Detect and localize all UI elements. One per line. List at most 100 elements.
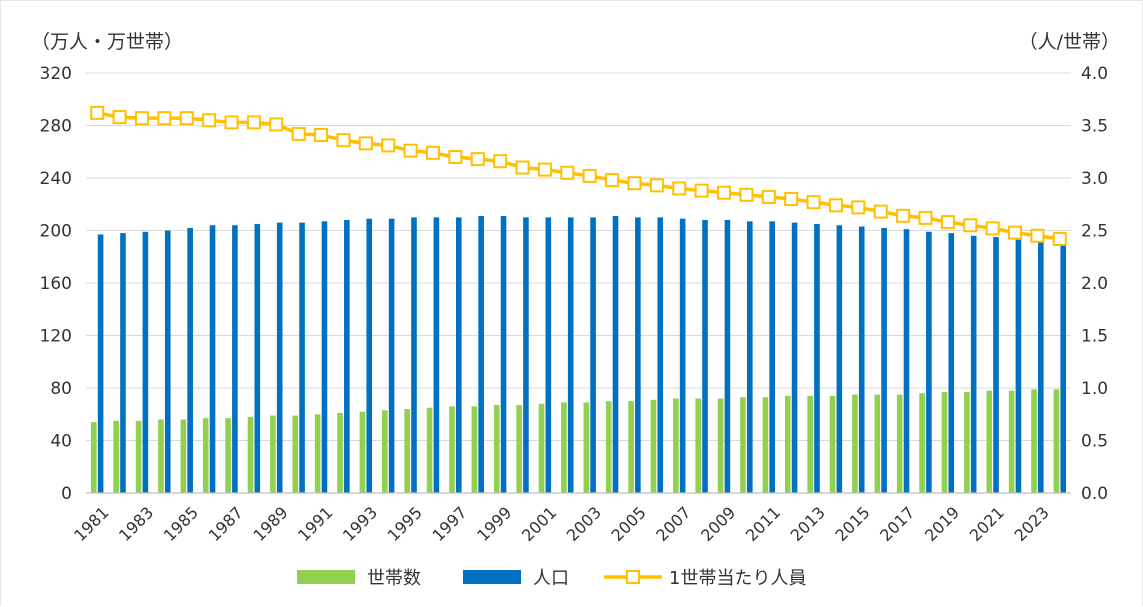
line-marker bbox=[470, 152, 485, 167]
bar-households bbox=[426, 407, 433, 493]
bar-households bbox=[158, 419, 164, 493]
bar-households bbox=[538, 403, 545, 493]
legend-marker-persons-per-household bbox=[626, 570, 640, 584]
left-axis-unit-label: （万人・万世帯） bbox=[31, 31, 184, 53]
x-tick-label: 2015 bbox=[831, 503, 873, 545]
bar-households bbox=[874, 394, 881, 493]
bar-population bbox=[97, 234, 104, 493]
bar-population bbox=[142, 231, 149, 493]
x-tick-label: 1981 bbox=[70, 503, 112, 545]
bar-households bbox=[583, 402, 590, 493]
line-marker bbox=[202, 113, 217, 128]
line-marker bbox=[157, 111, 172, 126]
x-tick-label: 2007 bbox=[652, 503, 694, 545]
bar-population bbox=[567, 217, 574, 493]
bar-households bbox=[404, 409, 411, 493]
right-axis-unit-label: （人/世帯） bbox=[1018, 31, 1120, 53]
x-tick-label: 1989 bbox=[249, 503, 291, 545]
y-left-tick-label: 200 bbox=[40, 222, 72, 242]
line-marker bbox=[649, 178, 664, 193]
bar-population bbox=[791, 222, 798, 493]
bar-population bbox=[344, 220, 350, 493]
bar-population bbox=[635, 217, 641, 493]
bar-population bbox=[232, 225, 238, 493]
y-right-tick-label: 1.0 bbox=[1081, 379, 1108, 399]
bar-households bbox=[1008, 390, 1015, 493]
line-marker bbox=[873, 204, 888, 219]
bar-households bbox=[964, 391, 970, 493]
x-tick-label: 2001 bbox=[518, 503, 560, 545]
bar-households bbox=[292, 415, 299, 493]
bar-population bbox=[814, 223, 820, 493]
bar-population bbox=[1038, 241, 1044, 493]
line-marker bbox=[605, 173, 620, 188]
line-persons-per-household bbox=[96, 111, 1061, 241]
bar-households bbox=[449, 406, 455, 493]
bar-households bbox=[986, 390, 993, 493]
bar-population bbox=[1015, 239, 1022, 493]
bar-population bbox=[746, 221, 753, 493]
x-tick-label: 2021 bbox=[966, 503, 1008, 545]
line-marker bbox=[940, 215, 955, 230]
line-marker bbox=[828, 198, 843, 213]
line-marker bbox=[112, 110, 127, 125]
bar-population bbox=[433, 217, 440, 493]
line-marker bbox=[134, 111, 149, 126]
bar-population bbox=[366, 218, 373, 493]
line-marker bbox=[246, 115, 261, 130]
bar-households bbox=[673, 398, 679, 493]
bar-households bbox=[852, 394, 858, 493]
x-tick-label: 1995 bbox=[384, 503, 426, 545]
bar-households bbox=[650, 399, 657, 493]
bar-households bbox=[896, 394, 903, 493]
bar-population bbox=[724, 220, 731, 493]
line-marker bbox=[425, 145, 440, 160]
y-left-tick-label: 280 bbox=[40, 117, 72, 137]
bar-population bbox=[702, 220, 708, 493]
bar-households bbox=[807, 395, 813, 493]
bar-population bbox=[657, 217, 664, 493]
bar-population bbox=[299, 222, 305, 493]
bar-households bbox=[628, 401, 634, 493]
line-marker bbox=[1052, 231, 1067, 246]
x-tick-label: 2009 bbox=[697, 503, 739, 545]
line-marker bbox=[963, 218, 978, 233]
bar-households bbox=[270, 415, 276, 493]
bar-population bbox=[545, 217, 552, 493]
line-marker bbox=[761, 189, 776, 204]
bar-population bbox=[455, 217, 462, 493]
bar-population bbox=[254, 223, 261, 493]
line-marker bbox=[493, 154, 508, 169]
x-tick-label: 1985 bbox=[160, 503, 202, 545]
line-marker bbox=[672, 181, 687, 196]
x-tick-label: 1987 bbox=[205, 503, 247, 545]
bar-households bbox=[247, 416, 254, 493]
bar-households bbox=[941, 391, 948, 493]
bar-households bbox=[90, 422, 97, 493]
x-tick-label: 1999 bbox=[473, 503, 515, 545]
y-right-tick-label: 3.0 bbox=[1081, 169, 1108, 189]
bar-population bbox=[769, 221, 775, 493]
y-right-tick-label: 4.0 bbox=[1081, 64, 1108, 84]
y-left-tick-label: 40 bbox=[50, 432, 72, 452]
line-marker bbox=[582, 168, 597, 183]
line-marker bbox=[358, 136, 373, 151]
legend-label-persons-per-household: 1世帯当たり人員 bbox=[669, 568, 806, 589]
x-tick-label: 1991 bbox=[294, 503, 336, 545]
bar-population bbox=[590, 217, 596, 493]
bar-population bbox=[679, 218, 686, 493]
bar-population bbox=[993, 237, 999, 493]
line-marker bbox=[403, 143, 418, 158]
line-marker bbox=[560, 165, 575, 180]
line-marker bbox=[336, 133, 351, 148]
bar-population bbox=[478, 216, 484, 493]
legend-label-population: 人口 bbox=[533, 568, 569, 589]
bar-population bbox=[411, 217, 417, 493]
bar-population bbox=[836, 225, 843, 493]
x-tick-label: 2013 bbox=[787, 503, 829, 545]
bar-population bbox=[948, 233, 955, 493]
bar-households bbox=[695, 398, 702, 493]
bar-population bbox=[120, 233, 126, 493]
bar-households bbox=[225, 418, 231, 493]
bar-population bbox=[1060, 242, 1067, 493]
